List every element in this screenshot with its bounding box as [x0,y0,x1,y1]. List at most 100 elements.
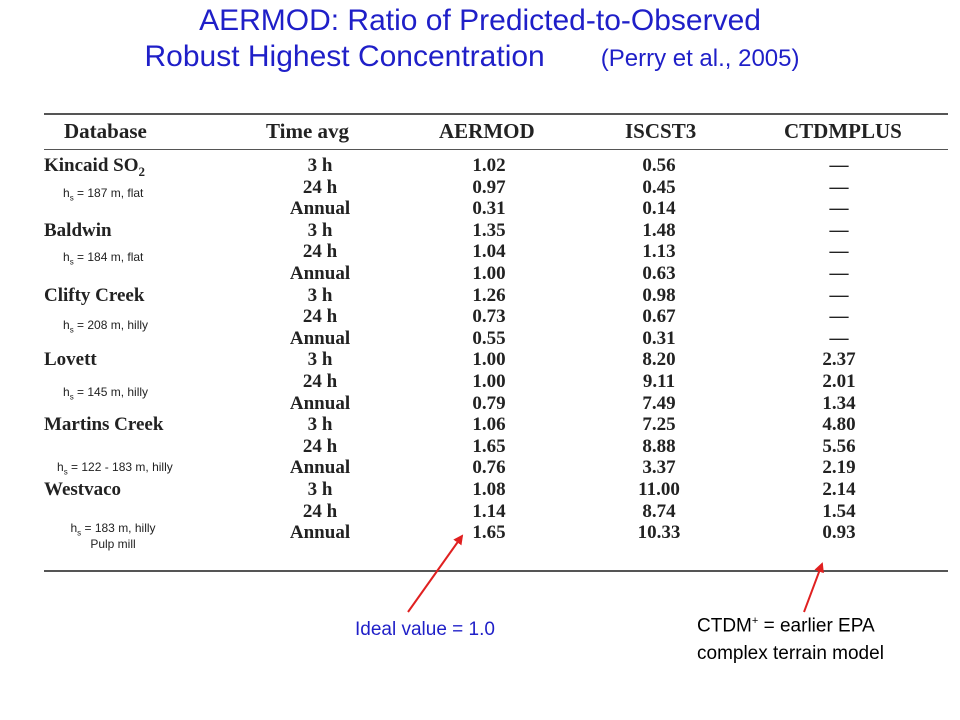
database-subscript: 2 [138,163,146,179]
table-row: Annual 0.31 0.14 — [44,198,948,220]
cell-time-avg: 3 h [307,284,333,306]
cell-iscst3: 0.14 [642,198,676,220]
site-note-extra: Pulp mill [90,537,136,552]
cell-aermod: 1.00 [472,349,506,371]
cell-iscst3: 0.67 [642,306,676,328]
cell-iscst3: 0.45 [642,176,676,198]
cell-iscst3: 8.88 [642,435,676,457]
cell-time-avg: Annual [289,392,351,414]
cell-aermod: 1.35 [472,219,506,241]
cell-iscst3: 7.49 [642,392,676,414]
cell-iscst3: 3.37 [642,457,676,479]
cell-iscst3: 8.74 [642,500,676,522]
site-note-baldwin: hs = 184 m, flat [63,250,143,266]
cell-time-avg: 3 h [307,219,333,241]
cell-iscst3: 1.13 [642,241,676,263]
cell-database-group: Kincaid SO2 [44,155,145,183]
cell-time-avg: Annual [289,457,351,479]
site-note-symbol: h [63,385,70,399]
cell-iscst3: 0.56 [642,155,676,176]
ctdm-note: CTDM+ = earlier EPA complex terrain model [697,607,884,668]
cell-ctdmplus: 2.19 [822,457,856,479]
cell-database: Martins Creek [44,414,164,436]
cell-ctdmplus: 1.54 [822,500,856,522]
site-note-kincaid: hs = 187 m, flat [63,186,143,202]
site-note-text: = 187 m, flat [73,186,144,200]
cell-ctdmplus: 4.80 [822,414,856,436]
table-row: Annual 0.76 3.37 2.19 [44,457,948,479]
title-main-text: Robust Highest Concentration [144,40,545,73]
site-note-subscript: s [69,392,74,402]
cell-time-avg: 3 h [307,349,333,371]
cell-ctdmplus: — [829,306,849,328]
cell-ctdmplus: — [829,176,849,198]
cell-aermod: 1.06 [472,414,506,436]
table-row: Baldwin 3 h 1.35 1.48 — [44,220,948,242]
header-ctdmplus: CTDMPLUS [784,119,902,143]
cell-iscst3: 9.11 [642,371,676,392]
cell-aermod: 1.00 [472,263,506,284]
table-row: 24 h 1.14 8.74 1.54 [44,501,948,523]
cell-database: Westvaco [44,479,122,500]
cell-time-avg: 24 h [302,176,338,198]
table-row: 24 h 1.65 8.88 5.56 [44,436,948,458]
site-note-subscript: s [69,325,74,335]
cell-ctdmplus: — [829,327,849,349]
site-note-subscript: s [63,467,68,477]
cell-aermod: 1.00 [472,371,506,392]
table-row: Clifty Creek 3 h 1.26 0.98 — [44,285,948,307]
cell-ctdmplus: — [829,155,849,176]
cell-iscst3: 1.48 [642,219,676,241]
site-note-text: = 183 m, hilly [81,521,156,535]
cell-ctdmplus: 2.01 [822,371,856,392]
cell-iscst3: 0.31 [642,327,676,349]
cell-database: Baldwin [44,219,112,241]
cell-aermod: 1.65 [472,522,506,544]
table-row: 24 h 1.00 9.11 2.01 [44,371,948,393]
table-row: Annual 1.00 0.63 — [44,263,948,285]
table-row: Annual 0.79 7.49 1.34 [44,393,948,415]
table-row: 24 h 1.04 1.13 — [44,241,948,263]
table-bottom-rule [44,570,948,572]
ctdm-arrow [803,562,824,613]
site-note-clifty-creek: hs = 208 m, hilly [63,318,148,334]
cell-aermod: 1.14 [472,500,506,522]
cell-time-avg: Annual [289,198,351,220]
cell-aermod: 0.73 [472,306,506,328]
slide-title-line2: Robust Highest Concentration (Perry et al… [0,40,952,74]
cell-ctdmplus: — [829,263,849,284]
cell-aermod: 1.02 [472,155,506,176]
cell-ctdmplus: 5.56 [822,435,856,457]
ctdm-prefix: CTDM [697,615,752,637]
citation: (Perry et al., 2005) [600,45,800,72]
site-note-text: = 122 - 183 m, hilly [67,460,173,474]
table-row: Martins Creek 3 h 1.06 7.25 4.80 [44,414,948,436]
cell-ctdmplus: 0.93 [822,522,856,544]
table-row: 24 h 0.97 0.45 — [44,177,948,199]
header-database: Database [64,119,147,143]
header-time-avg: Time avg [266,119,350,143]
table-row: 24 h 0.73 0.67 — [44,306,948,328]
cell-ctdmplus: — [829,241,849,263]
table-row: Annual 0.55 0.31 — [44,328,948,350]
cell-time-avg: 3 h [307,479,333,500]
ideal-value-note: Ideal value = 1.0 [355,619,495,640]
site-note-subscript: s [69,193,74,203]
cell-aermod: 1.08 [472,479,506,500]
site-note-subscript: s [69,257,74,267]
ctdm-line2: complex terrain model [697,643,884,665]
site-note-text: = 184 m, flat [73,250,144,264]
cell-aermod: 0.76 [472,457,506,479]
cell-iscst3: 8.20 [642,349,676,371]
cell-time-avg: Annual [289,263,351,284]
cell-time-avg: 3 h [307,414,333,436]
cell-time-avg: 24 h [302,435,338,457]
site-note-symbol: h [63,250,70,264]
cell-aermod: 0.55 [472,327,506,349]
cell-time-avg: 3 h [307,155,333,176]
cell-time-avg: Annual [289,522,351,544]
table-row: Westvaco 3 h 1.08 11.00 2.14 [44,479,948,501]
ctdm-line1: = earlier EPA [758,615,875,637]
site-note-symbol: h [63,186,70,200]
